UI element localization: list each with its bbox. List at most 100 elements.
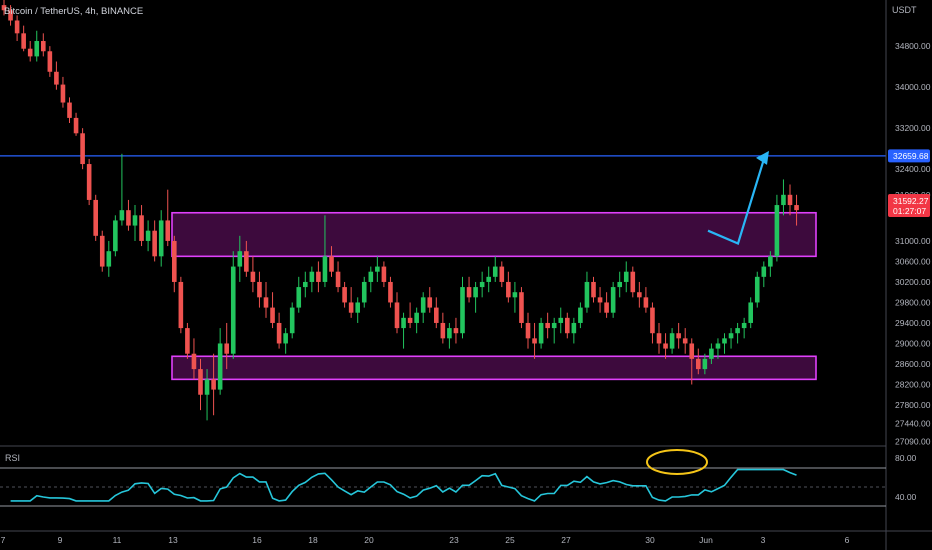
candle bbox=[296, 276, 302, 313]
candle bbox=[735, 322, 740, 344]
candle bbox=[709, 343, 714, 364]
price-tick-label: 30600.00 bbox=[895, 256, 931, 266]
time-tick-label: 27 bbox=[561, 535, 571, 545]
time-tick-label: 9 bbox=[58, 535, 63, 545]
candle bbox=[60, 76, 66, 108]
candle bbox=[584, 271, 590, 313]
candle bbox=[322, 215, 328, 288]
candle bbox=[8, 5, 13, 26]
candle bbox=[414, 307, 419, 334]
candle bbox=[283, 328, 288, 354]
candle bbox=[787, 184, 793, 216]
rsi-highlight-circle bbox=[646, 449, 708, 475]
candle bbox=[604, 292, 609, 318]
candle bbox=[538, 317, 544, 349]
candle bbox=[761, 261, 767, 288]
candle bbox=[198, 358, 203, 411]
candle bbox=[335, 261, 341, 293]
candle bbox=[597, 287, 603, 313]
candle bbox=[722, 333, 727, 354]
candle bbox=[41, 33, 46, 57]
candle bbox=[368, 266, 374, 293]
candle bbox=[754, 271, 760, 308]
candle bbox=[21, 25, 26, 52]
candle bbox=[1, 0, 7, 16]
candle bbox=[126, 199, 131, 231]
candle bbox=[132, 205, 138, 241]
time-tick-label: 6 bbox=[845, 535, 850, 545]
candle bbox=[342, 281, 347, 308]
candle bbox=[512, 281, 518, 313]
price-tick-label: 29000.00 bbox=[895, 338, 931, 348]
svg-text:32659.68: 32659.68 bbox=[893, 151, 929, 161]
price-tick-label: 28600.00 bbox=[895, 359, 931, 369]
price-tick-label: 29400.00 bbox=[895, 318, 931, 328]
candle bbox=[145, 220, 151, 252]
currency-label: USDT bbox=[892, 5, 917, 15]
candle bbox=[571, 317, 577, 344]
candle bbox=[93, 194, 98, 241]
candle bbox=[244, 240, 249, 277]
candle bbox=[217, 328, 223, 395]
candle bbox=[263, 281, 269, 318]
candle bbox=[14, 15, 20, 42]
candle bbox=[158, 210, 164, 267]
candle bbox=[774, 194, 780, 262]
candle bbox=[361, 276, 367, 308]
candle bbox=[47, 46, 53, 77]
candle bbox=[99, 230, 105, 272]
candle bbox=[381, 261, 387, 288]
candle bbox=[525, 312, 531, 349]
candle bbox=[630, 266, 636, 298]
candle bbox=[696, 348, 701, 375]
candle bbox=[741, 317, 747, 339]
price-tick-label: 27090.00 bbox=[895, 436, 931, 446]
candle bbox=[165, 189, 171, 247]
candle bbox=[276, 312, 282, 349]
time-tick-label: 3 bbox=[761, 535, 766, 545]
candle bbox=[610, 281, 616, 318]
candle bbox=[407, 302, 413, 329]
candle bbox=[637, 281, 642, 308]
time-axis: 7 9 11 13 16 18 20 23 25 27 30 Jun 3 6 bbox=[1, 535, 850, 545]
price-tick-label: 28200.00 bbox=[895, 379, 931, 389]
candle bbox=[578, 302, 583, 329]
candle bbox=[303, 271, 308, 298]
candle bbox=[663, 333, 668, 359]
candle bbox=[257, 271, 262, 308]
candle bbox=[394, 292, 400, 334]
candle bbox=[473, 281, 478, 313]
candle bbox=[545, 312, 550, 339]
candle bbox=[623, 261, 629, 293]
candle bbox=[617, 271, 622, 298]
candle bbox=[781, 179, 786, 216]
candle bbox=[689, 338, 695, 385]
candle bbox=[309, 266, 315, 293]
price-tick-label: 34000.00 bbox=[895, 82, 931, 92]
candle bbox=[185, 322, 190, 359]
candle bbox=[401, 312, 406, 349]
candle bbox=[676, 322, 681, 349]
candle bbox=[73, 112, 79, 136]
candle bbox=[289, 302, 295, 339]
price-tick-label: 32400.00 bbox=[895, 164, 931, 174]
candle bbox=[191, 338, 197, 380]
candle bbox=[486, 266, 491, 293]
candle bbox=[453, 317, 459, 344]
candle bbox=[224, 322, 229, 370]
candle bbox=[643, 287, 649, 313]
candle bbox=[728, 328, 734, 349]
candle bbox=[702, 353, 708, 375]
candle bbox=[172, 235, 177, 293]
candle bbox=[27, 41, 33, 62]
candle bbox=[67, 97, 72, 124]
candle bbox=[460, 276, 465, 339]
candles bbox=[1, 0, 799, 421]
price-tick-label: 31000.00 bbox=[895, 236, 931, 246]
candle bbox=[250, 256, 256, 293]
candle bbox=[178, 276, 184, 334]
candle bbox=[466, 276, 472, 303]
time-tick-label: 18 bbox=[308, 535, 318, 545]
time-tick-label: 25 bbox=[505, 535, 515, 545]
